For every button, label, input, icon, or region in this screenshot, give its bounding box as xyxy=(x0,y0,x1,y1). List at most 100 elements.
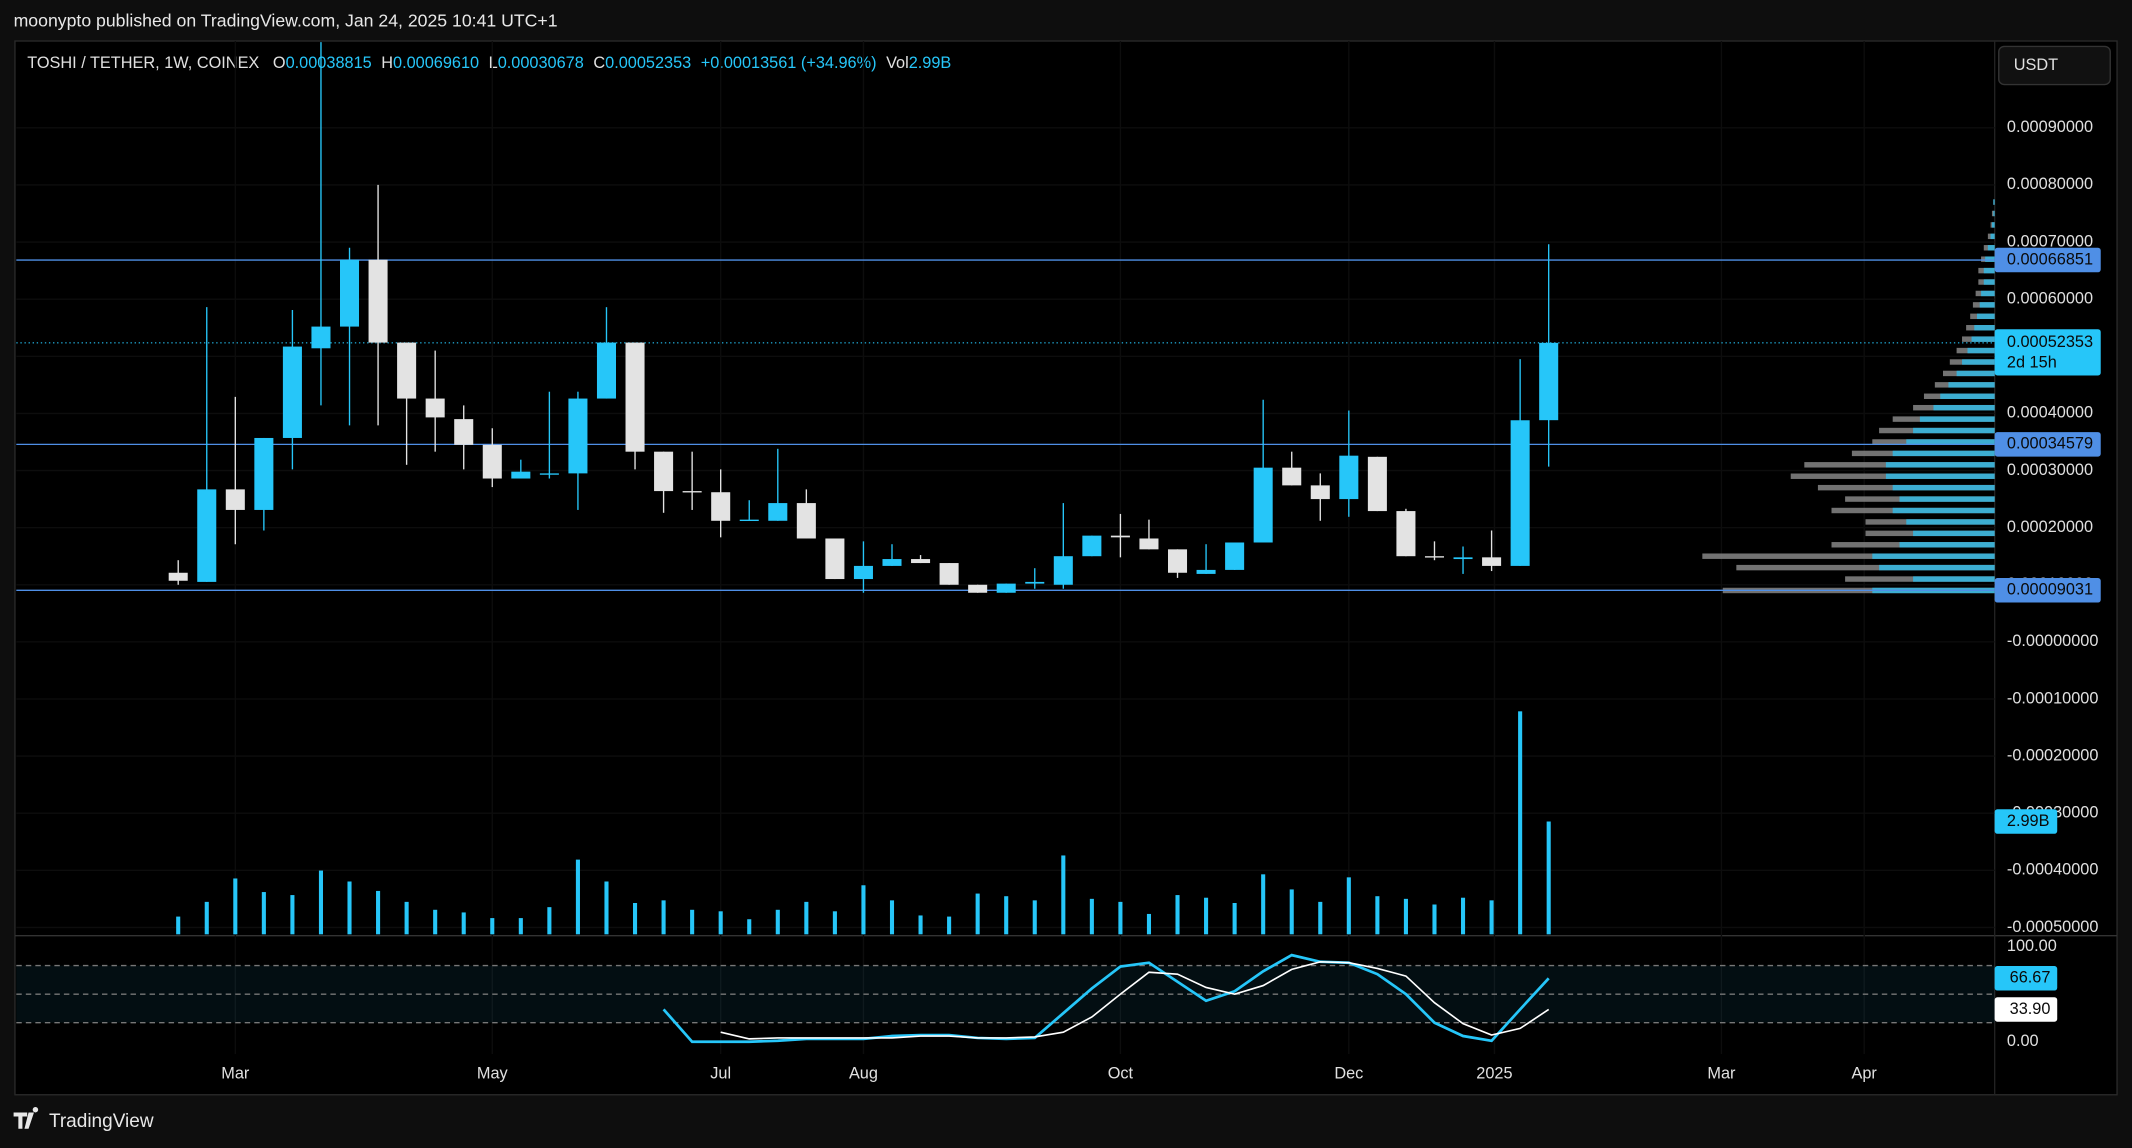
y-tick-label: 0.00060000 xyxy=(2007,289,2093,307)
candle-body xyxy=(1025,581,1045,584)
candle-body xyxy=(1225,542,1245,570)
volume-bar xyxy=(1460,897,1466,935)
profile-buy xyxy=(1885,473,1995,479)
candle-body xyxy=(711,492,731,521)
profile-buy xyxy=(1979,302,1995,308)
candle-body xyxy=(482,444,502,479)
profile-buy xyxy=(1913,530,1995,537)
candle-body xyxy=(768,503,788,521)
volume-bar xyxy=(1289,889,1294,935)
y-tick-label: 0.00040000 xyxy=(2007,404,2093,422)
profile-buy xyxy=(1913,576,1995,582)
volume-bar xyxy=(1146,913,1152,935)
candle-body xyxy=(1367,456,1387,512)
volume-bar xyxy=(518,918,523,935)
volume-bar xyxy=(1032,900,1037,935)
x-tick-label: 2025 xyxy=(1476,1065,1512,1083)
candle-body xyxy=(1339,455,1359,500)
level-label-bg xyxy=(1994,578,2101,603)
volume-bar xyxy=(290,895,295,935)
legend-change: +0.00013561 (+34.96%) xyxy=(701,54,877,72)
profile-total xyxy=(1702,553,1995,559)
level-label: 0.00009031 xyxy=(2007,581,2093,599)
last-price-bg xyxy=(1994,329,2101,376)
volume-bar xyxy=(1375,896,1380,935)
candle-body xyxy=(1196,569,1216,574)
y-tick-label: -0.00050000 xyxy=(2007,918,2099,936)
volume-bar xyxy=(604,881,609,935)
volume-bar xyxy=(889,900,895,935)
legend-key: L xyxy=(489,54,498,72)
volume-bar xyxy=(433,909,438,935)
profile-buy xyxy=(1892,484,1995,491)
candle-body xyxy=(796,503,816,539)
volume-bar xyxy=(947,916,952,935)
y-tick-label: -0.00010000 xyxy=(2007,689,2099,707)
candle-body xyxy=(739,519,759,522)
volume-bar xyxy=(376,890,381,935)
level-label: 0.00066851 xyxy=(2007,250,2093,268)
profile-buy xyxy=(1892,450,1995,457)
candle-body xyxy=(1282,467,1302,486)
volume-bar xyxy=(747,919,752,935)
candle-body xyxy=(568,398,588,474)
volume-bar xyxy=(861,885,866,935)
volume-bar xyxy=(775,909,780,935)
level-label-bg xyxy=(1994,432,2101,457)
volume-bar xyxy=(1175,895,1180,935)
candle-body xyxy=(1110,535,1130,538)
profile-buy xyxy=(1993,210,1995,217)
profile-buy xyxy=(1962,359,1995,365)
stoch-line xyxy=(662,953,1550,1044)
profile-total xyxy=(1736,564,1995,571)
candle-body xyxy=(911,559,931,564)
volume-bar xyxy=(461,912,466,935)
candle-body xyxy=(197,489,217,582)
legend-vol-key: Vol xyxy=(886,54,909,72)
candle-body xyxy=(1396,511,1416,557)
profile-buy xyxy=(1981,290,1995,297)
profile-buy xyxy=(1899,496,1995,502)
volume-bar xyxy=(632,903,638,935)
profile-buy xyxy=(1933,404,1995,411)
countdown-label: 2d 15h xyxy=(2007,354,2057,372)
x-tick-label: Apr xyxy=(1852,1065,1878,1083)
profile-buy xyxy=(1948,382,1995,388)
volume-bar xyxy=(404,901,409,935)
volume-bar xyxy=(1061,855,1066,935)
logo-text: TradingView xyxy=(49,1111,154,1132)
x-tick-label: Mar xyxy=(1707,1065,1736,1083)
candle-body xyxy=(254,437,274,510)
profile-buy xyxy=(1985,256,1995,262)
candle-body xyxy=(996,583,1016,593)
candle-body xyxy=(1168,549,1188,573)
currency-button[interactable] xyxy=(1998,45,2111,86)
volume-bar xyxy=(1546,821,1551,935)
volume-label-bg xyxy=(1994,809,2058,834)
candle-body xyxy=(539,473,559,475)
volume-bar xyxy=(804,901,809,935)
candle-body xyxy=(1082,535,1102,557)
level-label-bg xyxy=(1994,247,2101,273)
profile-buy xyxy=(1919,416,1995,422)
y-tick-label: 0.00020000 xyxy=(2007,518,2093,536)
volume-bar xyxy=(832,911,837,935)
candle-body xyxy=(1539,342,1559,421)
y-tick-label: 0.00070000 xyxy=(2007,232,2093,250)
candle-body xyxy=(939,563,959,585)
publish-header: moonypto published on TradingView.com, J… xyxy=(14,11,558,31)
candle-body xyxy=(368,259,388,343)
candle-body xyxy=(1424,556,1445,558)
candle-body xyxy=(397,342,417,399)
profile-buy xyxy=(1940,393,1995,399)
x-tick-label: Dec xyxy=(1334,1065,1363,1083)
volume-bar xyxy=(233,878,238,935)
candle-body xyxy=(1253,467,1273,543)
x-tick-label: Jul xyxy=(710,1065,731,1083)
candle-body xyxy=(654,451,674,492)
y-tick-label: -0.00020000 xyxy=(2007,746,2099,764)
profile-buy xyxy=(1879,564,1995,571)
profile-buy xyxy=(1990,233,1995,240)
